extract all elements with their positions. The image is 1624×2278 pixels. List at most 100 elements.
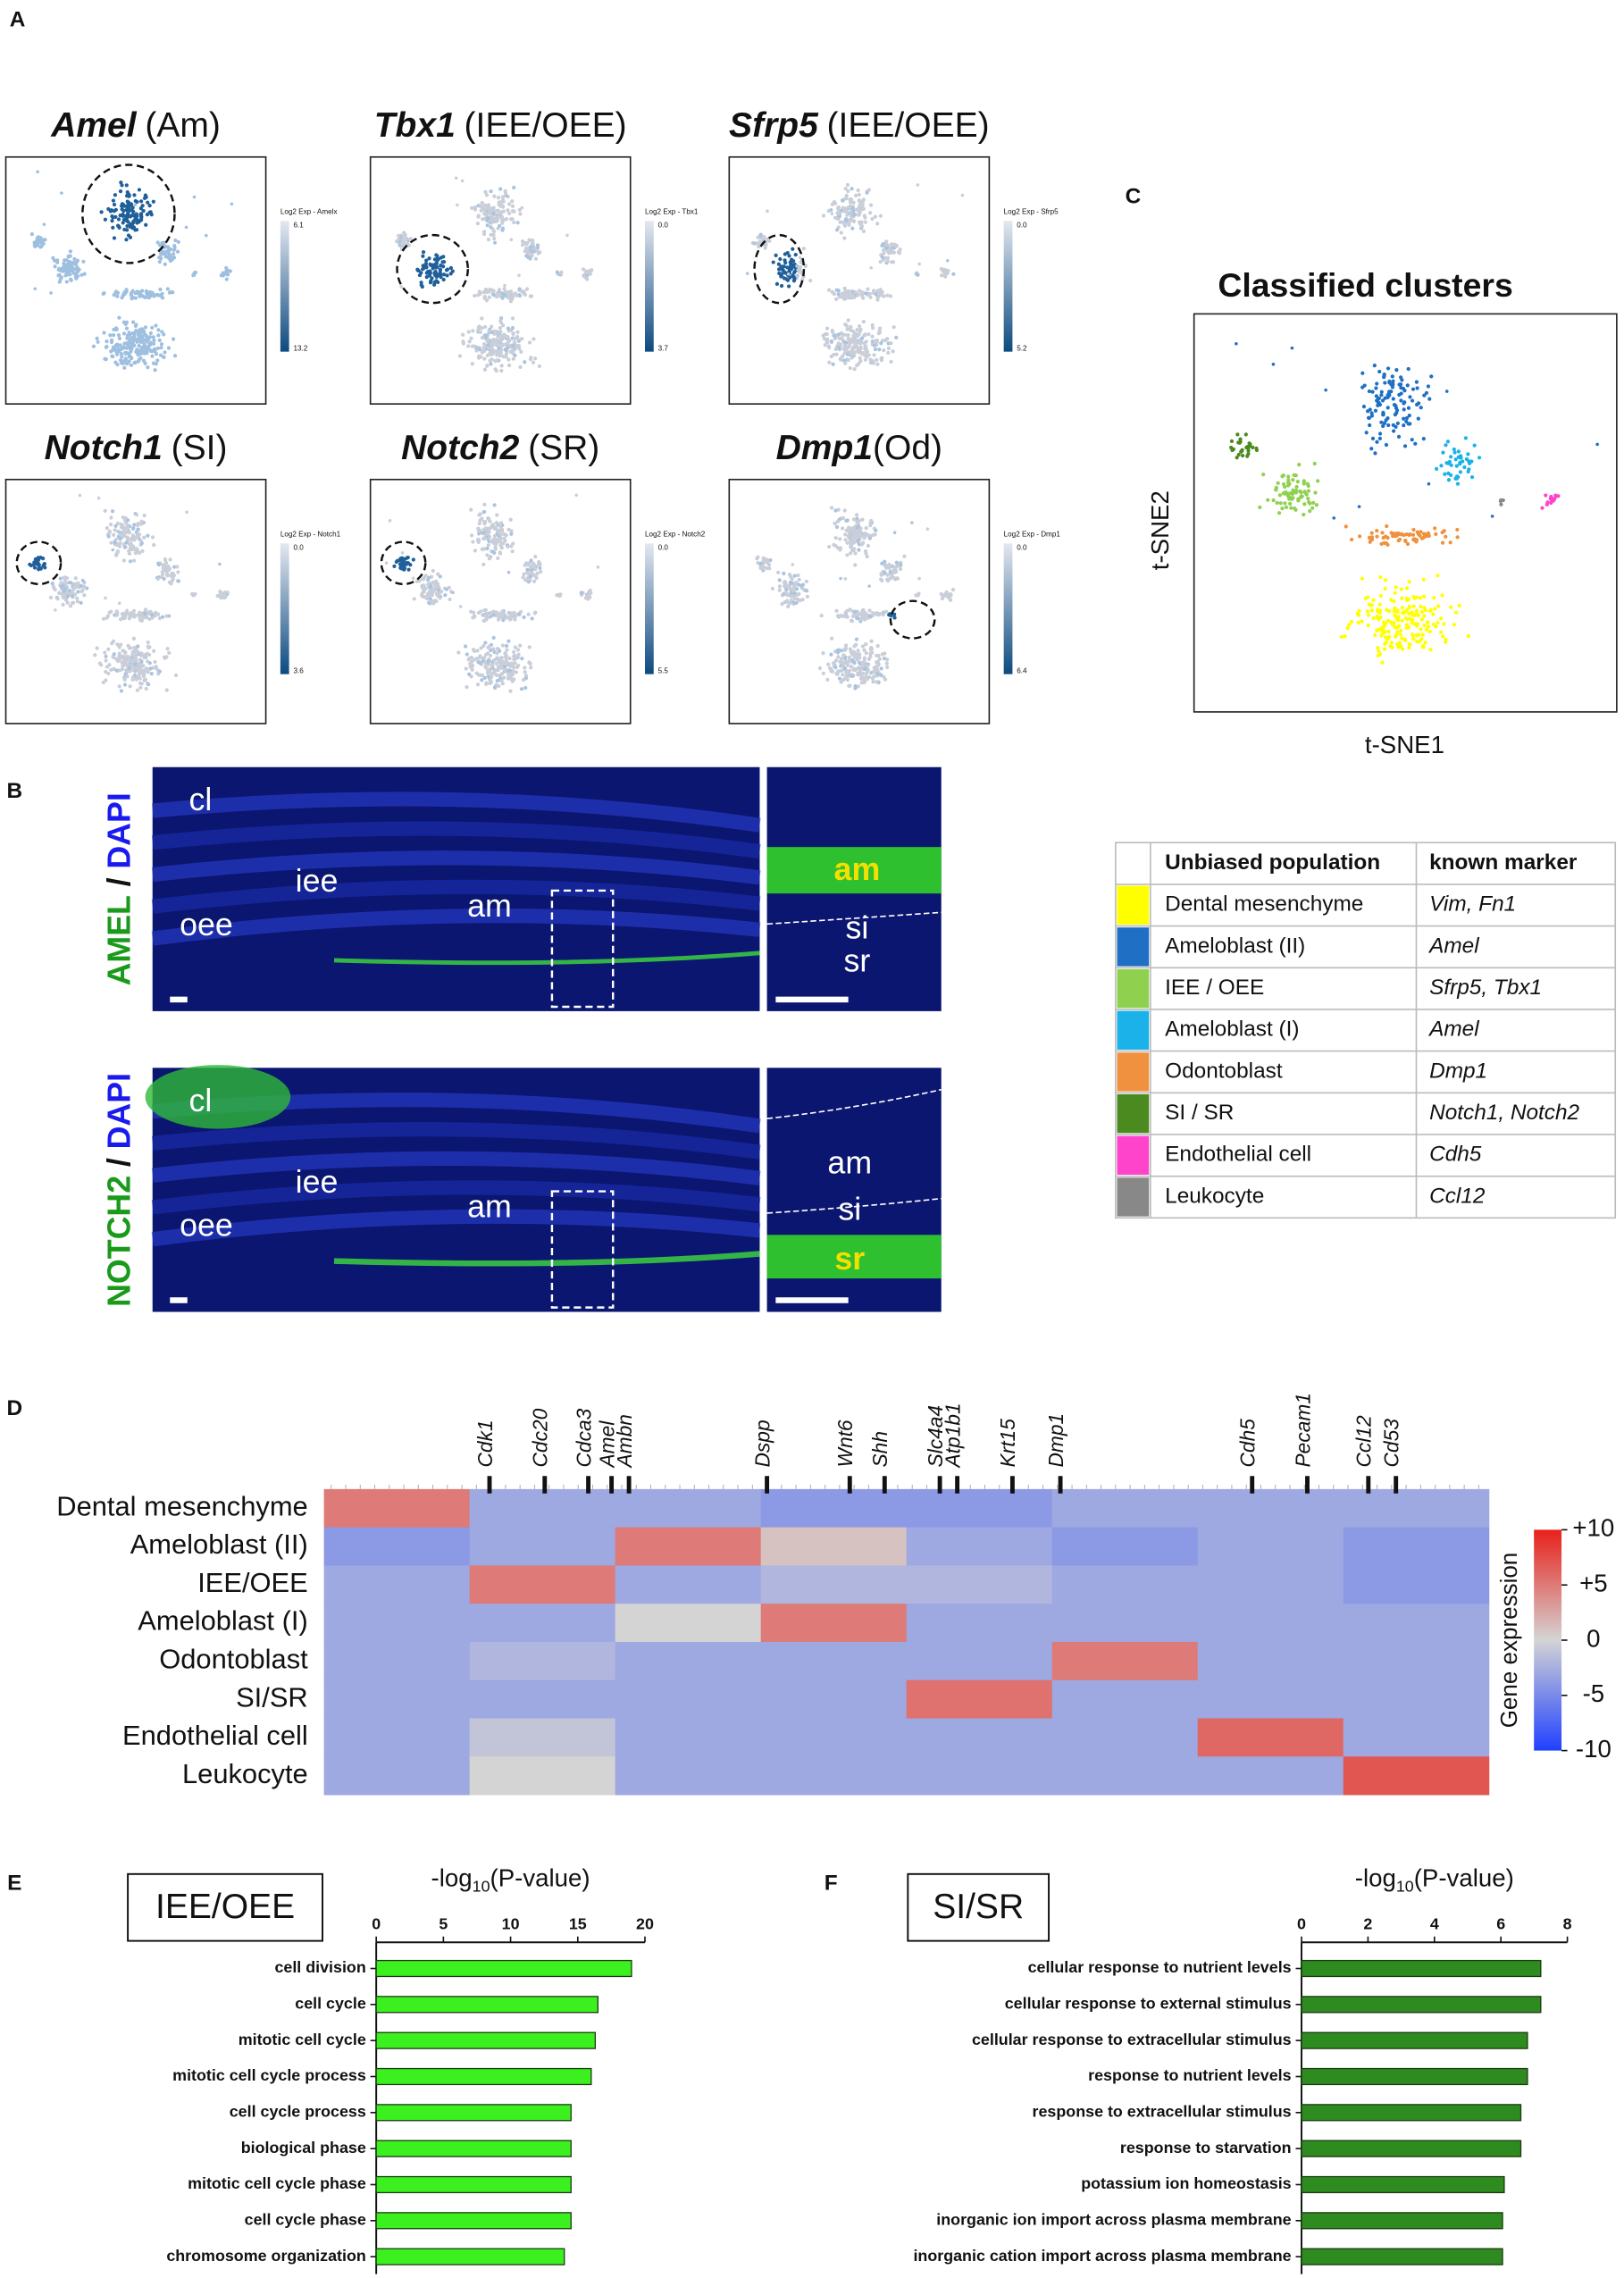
cell-dot — [1369, 608, 1374, 613]
cell-dot — [441, 259, 447, 264]
cell-dot — [892, 325, 896, 330]
cell-dot — [827, 360, 832, 364]
cell-dot — [1290, 491, 1294, 496]
cell-dot — [868, 654, 873, 659]
cell-dot — [133, 323, 138, 328]
cell-dot — [848, 683, 852, 688]
cell-dot — [403, 232, 407, 237]
cell-dot — [1408, 395, 1412, 399]
cell-dot — [1404, 415, 1410, 421]
cell-dot — [1446, 471, 1451, 475]
cell-dot — [863, 549, 868, 554]
cell-dot — [860, 608, 865, 613]
cell-dot — [511, 356, 515, 361]
plot-frame — [1193, 313, 1618, 713]
cell-dot — [865, 554, 869, 559]
cell-dot — [917, 576, 921, 581]
cell-dot — [583, 275, 588, 280]
cell-dot — [843, 646, 849, 651]
cell-type: (Od) — [873, 430, 942, 468]
cell-dot — [492, 533, 498, 539]
cell-dot — [168, 557, 172, 562]
cell-dot — [159, 342, 164, 347]
cell-dot — [480, 335, 485, 340]
inset-label: si — [845, 909, 868, 945]
cell-dot — [774, 281, 780, 286]
cell-dot — [842, 344, 847, 348]
cell-dot — [870, 611, 875, 616]
cell-dot — [434, 599, 439, 604]
cell-dot — [38, 236, 43, 240]
cell-dot — [842, 236, 847, 240]
category-label: mitotic cell cycle phase — [188, 2174, 366, 2192]
cell-dot — [847, 327, 851, 331]
cell-dot — [493, 547, 498, 551]
cell-dot — [515, 293, 519, 297]
cell-dot — [140, 334, 145, 339]
cell-dot — [777, 578, 782, 582]
cell-dot — [136, 337, 140, 341]
cell-dot — [939, 273, 944, 278]
cell-dot — [879, 572, 883, 576]
colorbar-max: 3.6 — [293, 667, 304, 675]
cell-dot — [861, 197, 866, 202]
cell-dot — [870, 322, 875, 328]
cell-dot — [123, 650, 128, 655]
category-label: potassium ion homeostasis — [1081, 2174, 1291, 2192]
cell-dot — [76, 582, 80, 587]
cell-dot — [79, 583, 83, 588]
cell-dot — [510, 549, 515, 554]
cell-dot — [115, 362, 120, 367]
cell-dot — [1457, 603, 1461, 607]
stain-separator: / — [102, 877, 138, 886]
cell-dot — [1400, 532, 1404, 537]
cell-dot — [398, 243, 402, 247]
cell-dot — [779, 283, 784, 289]
cell-dot — [141, 358, 146, 363]
cell-dot — [132, 558, 137, 563]
cell-dot — [103, 650, 107, 655]
cell-dot — [762, 557, 766, 562]
cell-dot — [1408, 642, 1412, 647]
category-label: cell cycle process — [230, 2103, 366, 2121]
cell-dot — [171, 572, 175, 576]
cell-dot — [421, 594, 425, 599]
cell-dot — [113, 343, 119, 348]
cell-dot — [106, 647, 111, 651]
cell-dot — [135, 674, 140, 679]
cell-dot — [109, 540, 113, 545]
cell-dot — [126, 537, 131, 542]
cell-dot — [132, 547, 137, 552]
cell-dot — [137, 343, 141, 348]
heatmap-cell — [1343, 1641, 1490, 1681]
heatmap-cell — [906, 1604, 1053, 1643]
cell-dot — [1411, 527, 1416, 532]
cell-dot — [868, 203, 874, 207]
cell-dot — [222, 593, 227, 598]
cell-dot — [523, 666, 527, 670]
cell-dot — [858, 518, 862, 523]
cell-dot — [121, 320, 126, 324]
cell-dot — [1291, 488, 1295, 492]
cell-dot — [871, 669, 875, 674]
cell-dot — [1375, 534, 1379, 539]
marker-gene: Notch1, Notch2 — [1429, 1101, 1579, 1125]
cell-dot — [798, 598, 802, 603]
cell-dot — [1345, 626, 1350, 631]
cell-dot — [834, 524, 840, 530]
cell-dot — [1370, 389, 1375, 394]
cell-dot — [143, 325, 148, 330]
cell-dot — [132, 647, 137, 651]
cell-dot — [860, 675, 865, 680]
heatmap-cell — [615, 1527, 762, 1566]
cell-dot — [426, 575, 431, 580]
colorbar-title: Gene expression — [1495, 1553, 1522, 1729]
cell-dot — [532, 579, 537, 583]
cell-dot — [95, 646, 99, 650]
cell-dot — [500, 609, 505, 614]
cell-dot — [1285, 483, 1291, 488]
cell-dot — [131, 636, 136, 641]
cell-dot — [944, 590, 949, 595]
cell-dot — [153, 614, 157, 618]
cell-dot — [883, 563, 887, 567]
